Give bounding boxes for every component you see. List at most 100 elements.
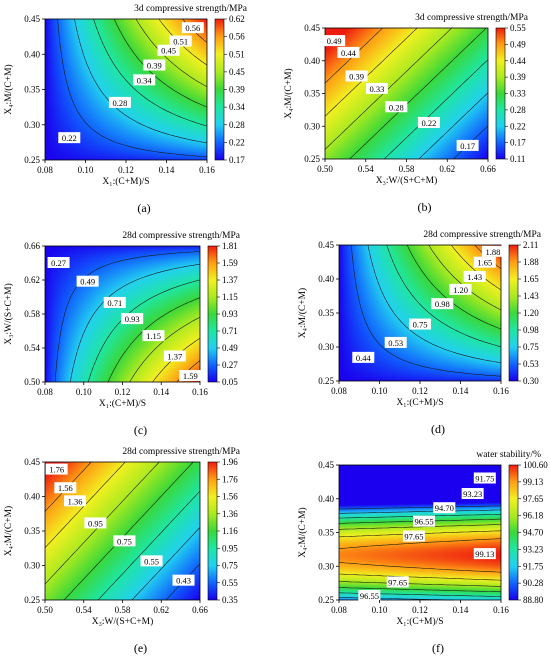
contour-label: 1.43 — [467, 272, 482, 282]
contour-label: 1.15 — [146, 331, 161, 341]
colorbar-tick-label: 1.76 — [222, 474, 238, 484]
contour-label: 0.49 — [327, 36, 342, 46]
x-tick-label: 0.08 — [37, 387, 53, 397]
contour-label: 0.22 — [62, 133, 77, 143]
chart-panel: 0.49 0.44 0.39 0.33 0.28 0.22 0.17 0.50 0.54 0.58… — [283, 13, 529, 214]
y-tick-label: 0.25 — [318, 376, 334, 386]
contour-label-box — [386, 576, 409, 588]
x-tick-label: 0.12 — [412, 386, 428, 396]
y-tick-label: 0.45 — [318, 460, 334, 470]
contour-line — [386, 244, 502, 348]
contour-label: 1.65 — [477, 258, 492, 268]
contour-label-box — [157, 44, 180, 56]
x-tick-label: 0.58 — [399, 164, 415, 174]
contour-label: 1.20 — [453, 285, 468, 295]
y-tick-label: 0.25 — [304, 154, 320, 164]
chart-title: 3d compressive strength/MPa — [415, 13, 529, 23]
contour-label-box — [47, 257, 70, 268]
colorbar-tick-label: 0.55 — [222, 578, 238, 588]
contour-label: 0.95 — [88, 518, 103, 528]
chart-title: 3d compressive strength/MPa — [134, 4, 248, 14]
contour-label-box — [473, 472, 496, 484]
y-tick-label: 0.35 — [318, 308, 334, 318]
panel-caption: (f) — [432, 641, 444, 655]
colorbar-tick-label: 0.71 — [222, 326, 238, 336]
colorbar — [214, 18, 225, 161]
x-tick-label: 0.66 — [480, 164, 496, 174]
colorbar-tick-label: 0.34 — [229, 102, 245, 112]
contour-label-box — [323, 35, 346, 47]
y-tick-label: 0.45 — [304, 23, 320, 33]
contour-label-box — [54, 482, 77, 494]
contour-line — [418, 92, 489, 160]
x-axis-label: X₁:(C+M)/S — [99, 398, 146, 409]
contour-line — [338, 538, 502, 573]
contour-line — [406, 244, 502, 330]
y-tick-label: 0.30 — [24, 561, 40, 571]
contour-label: 0.17 — [460, 141, 475, 151]
chart-panel: 91.7593.2394.7096.5597.6599.1397.6596.55… — [297, 450, 548, 655]
contour-label: 0.39 — [349, 71, 364, 81]
x-tick-label: 0.54 — [358, 164, 374, 174]
contour-label: 0.34 — [137, 75, 153, 85]
x-tick-label: 0.16 — [192, 387, 208, 397]
x-tick-label: 0.12 — [115, 387, 131, 397]
contour-label: 97.65 — [404, 532, 423, 542]
contour-line — [107, 297, 201, 383]
y-tick-label: 0.58 — [24, 309, 40, 319]
contour-label: 0.53 — [388, 338, 403, 348]
colorbar-tick-label: 0.22 — [229, 137, 245, 147]
y-tick-label: 0.30 — [304, 121, 320, 131]
y-tick-label: 0.25 — [24, 155, 40, 165]
x-tick-label: 0.16 — [493, 605, 509, 615]
x-tick-label: 0.62 — [153, 605, 169, 615]
colorbar-tick-label: 0.39 — [229, 85, 245, 95]
contour-label: 0.22 — [421, 118, 436, 128]
colorbar-tick-label: 0.22 — [510, 121, 526, 131]
contour-label-box — [133, 74, 156, 86]
contour-label-box — [461, 488, 484, 500]
colorbar-tick-label: 0.44 — [510, 56, 526, 66]
contour-label: 0.28 — [112, 98, 127, 108]
y-tick-label: 0.50 — [24, 377, 40, 387]
colorbar-tick-label: 1.20 — [523, 308, 539, 318]
colorbar-tick-label: 0.75 — [523, 342, 539, 352]
colorbar-tick-label: 100.60 — [523, 460, 548, 470]
contour-label-box — [58, 132, 81, 144]
contour-label-box — [409, 318, 431, 330]
x-tick-label: 0.10 — [372, 605, 388, 615]
colorbar — [495, 27, 506, 160]
contour-label-box — [45, 463, 68, 475]
y-tick-label: 0.54 — [24, 343, 40, 353]
contour-label-box — [142, 330, 165, 342]
contour-label-box — [172, 574, 195, 586]
contour-label: 0.44 — [356, 353, 372, 363]
contour-line — [97, 490, 201, 601]
x-axis-label: X₁:(C+M)/S — [396, 616, 443, 627]
contour-label-box — [345, 70, 368, 82]
contour-label: 97.65 — [388, 577, 407, 587]
y-axis-label: X₃:W/(S+C+M) — [3, 283, 14, 345]
colorbar-tick-label: 0.49 — [222, 343, 238, 353]
colorbar-tick-label: 96.18 — [523, 511, 544, 521]
y-tick-label: 0.66 — [24, 241, 40, 251]
colorbar-tick-label: 1.59 — [222, 258, 238, 268]
contour-label: 0.44 — [341, 48, 357, 58]
x-tick-label: 0.14 — [453, 386, 469, 396]
contour-label: 0.55 — [144, 556, 159, 566]
y-tick-label: 0.45 — [24, 14, 40, 24]
colorbar-tick-label: 1.96 — [222, 457, 238, 467]
colorbar-tick-label: 93.23 — [523, 544, 544, 554]
colorbar-tick-label: 1.81 — [222, 241, 238, 251]
y-tick-label: 0.40 — [24, 49, 40, 59]
colorbar-tick-label: 1.88 — [523, 257, 539, 267]
contour-label: 96.55 — [360, 591, 379, 601]
y-tick-label: 0.40 — [318, 274, 334, 284]
contour-label-box — [140, 555, 163, 567]
contour-label: 93.23 — [463, 489, 482, 499]
y-tick-label: 0.30 — [318, 561, 334, 571]
contour-label-box — [402, 530, 425, 542]
x-axis-label: X₃:W/(S+C+M) — [92, 616, 154, 627]
x-tick-label: 0.10 — [78, 165, 94, 175]
contour-label: 0.51 — [173, 37, 188, 47]
